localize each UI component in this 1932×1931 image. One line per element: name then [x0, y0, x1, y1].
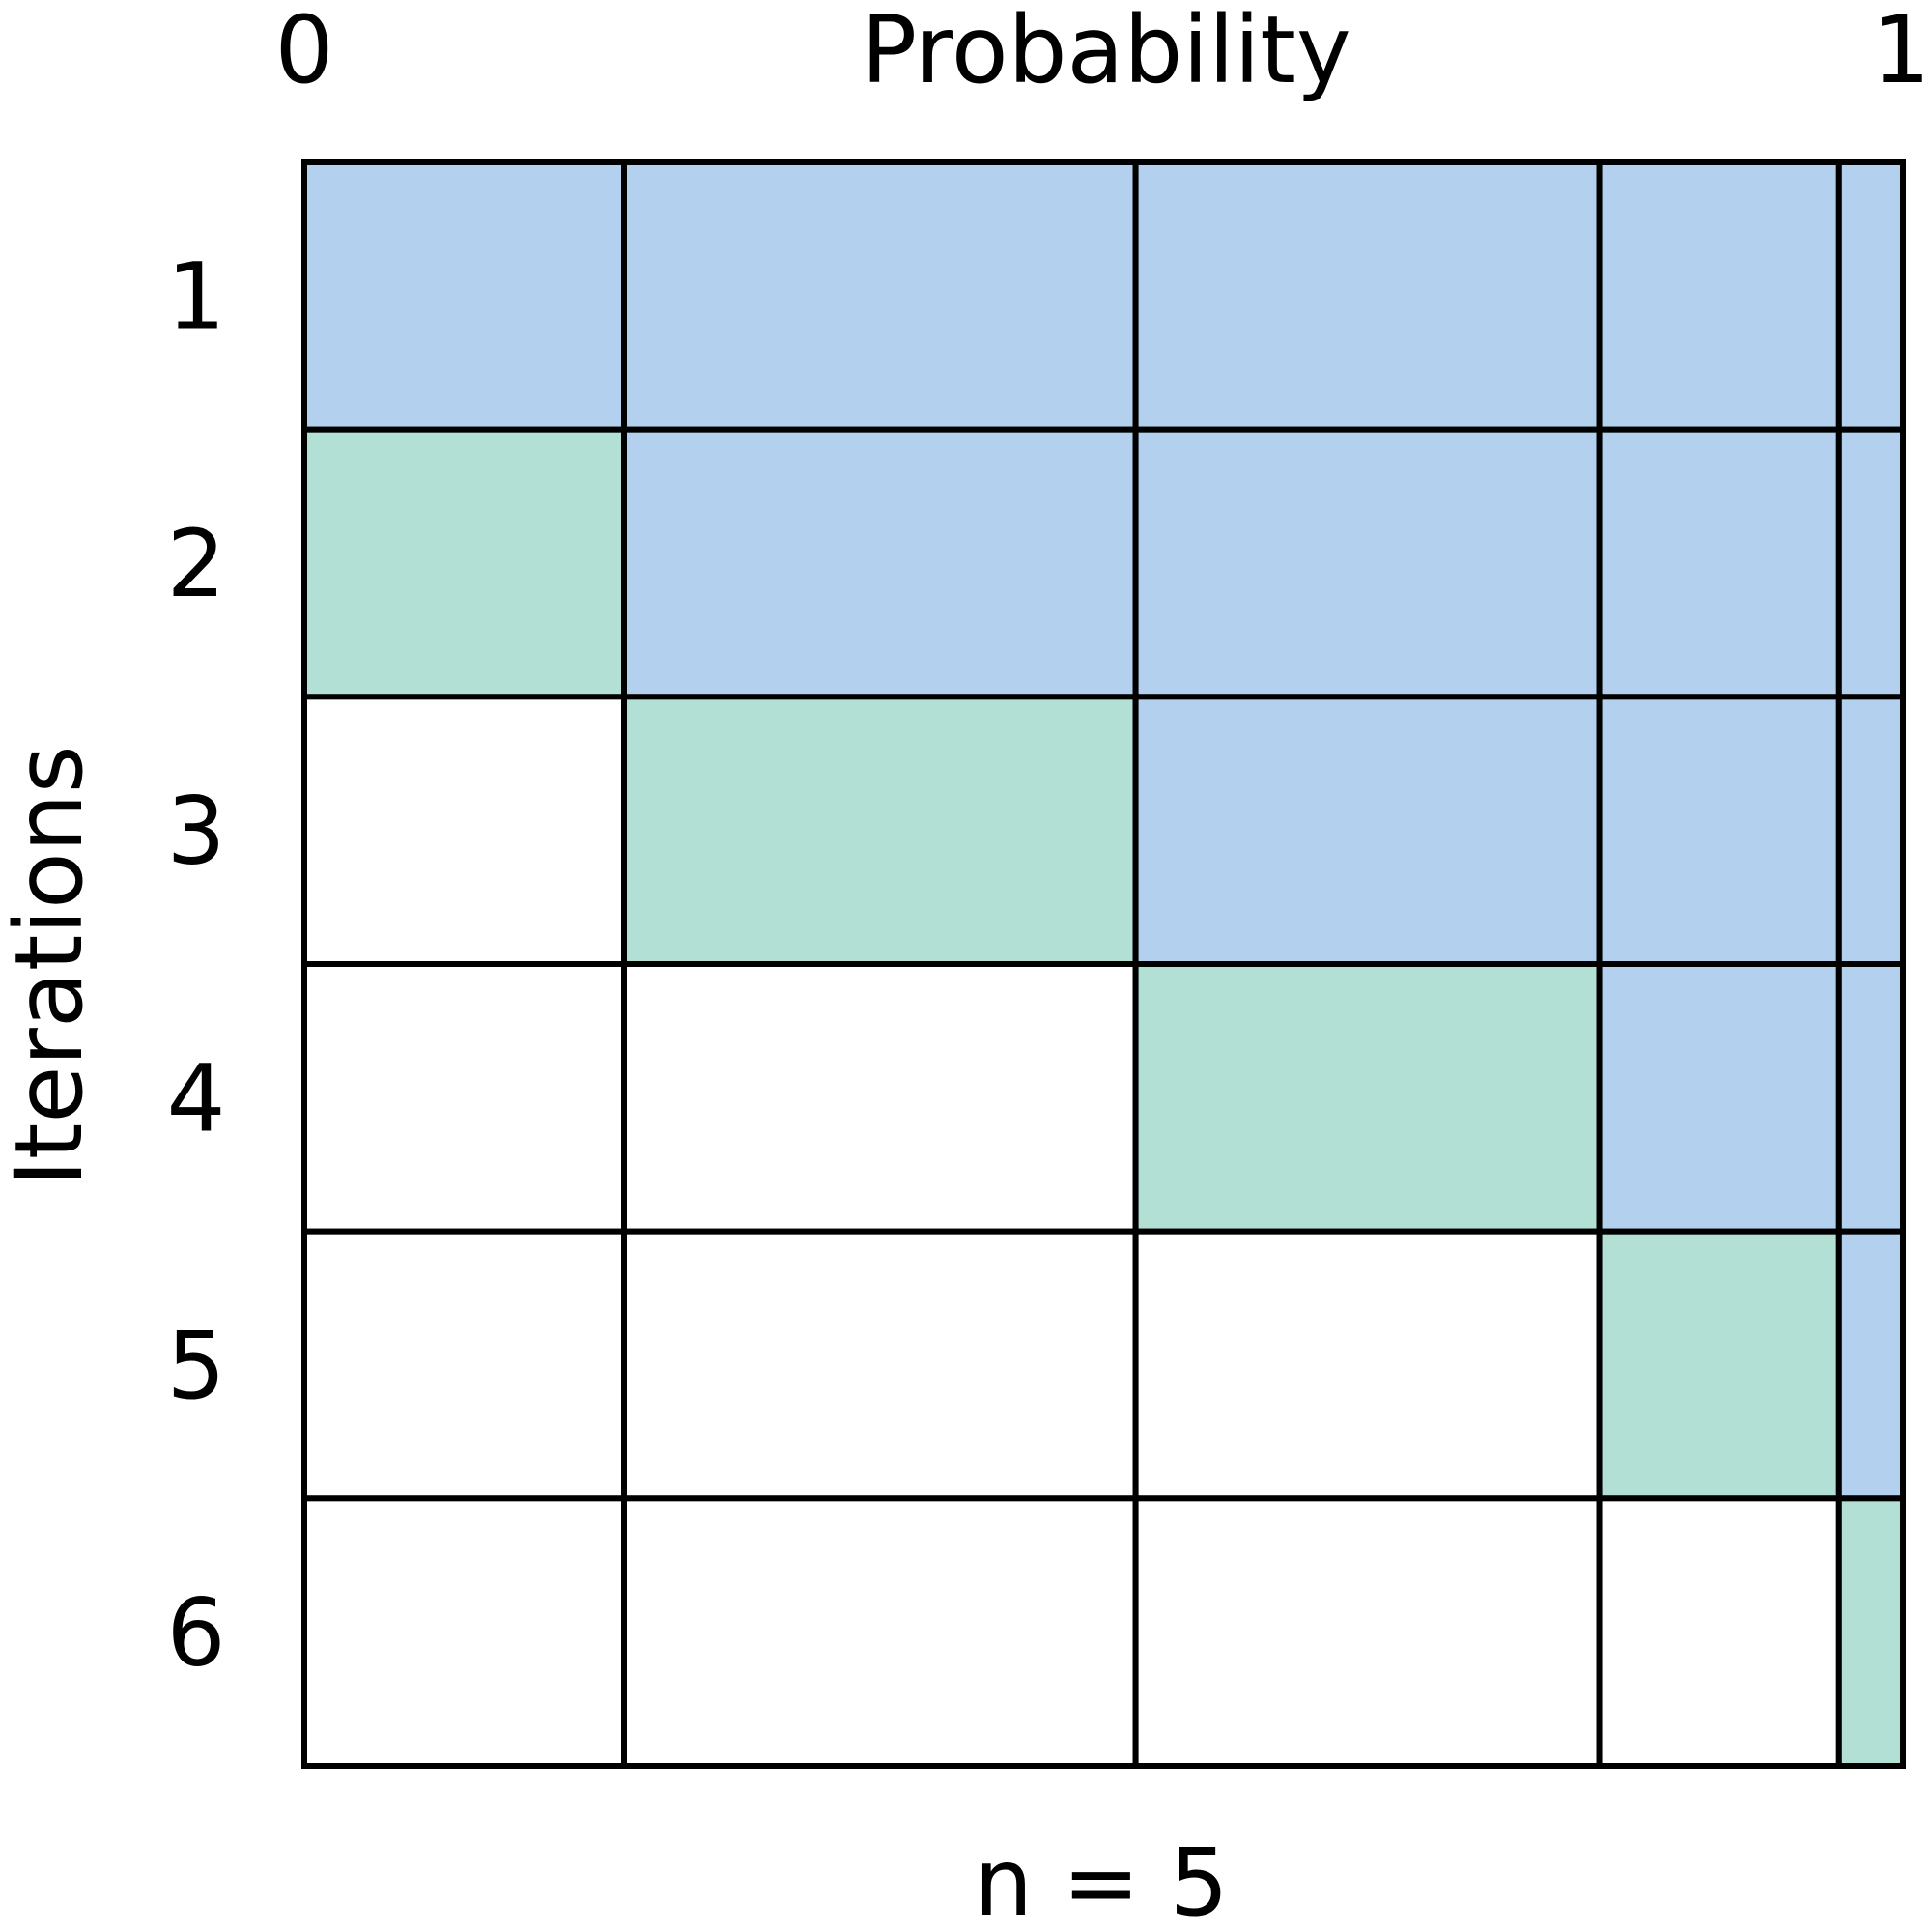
iteration-label-3: 3 — [166, 778, 225, 886]
iteration-row-labels: 1 2 3 4 5 6 — [166, 242, 225, 1687]
grid-cell-r6-c5-current — [1835, 1495, 1907, 1770]
iteration-label-1: 1 — [166, 242, 225, 351]
grid-cell-r4-c5-covered — [1835, 961, 1907, 1235]
iterations-axis-title: Iterations — [0, 745, 103, 1186]
grid-cell-r1-c4-covered — [1596, 159, 1842, 433]
grid-cell-r2-c3-covered — [1132, 426, 1603, 700]
probability-grid — [301, 159, 1907, 1770]
iteration-label-6: 6 — [166, 1579, 225, 1688]
grid-cell-r3-c1-empty — [301, 694, 627, 967]
probability-axis-title: Probability — [861, 0, 1350, 104]
grid-cell-r5-c2-empty — [621, 1228, 1139, 1502]
grid-cell-r2-c1-current — [301, 426, 627, 700]
iteration-label-2: 2 — [166, 510, 225, 618]
grid-cell-r4-c1-empty — [301, 961, 627, 1235]
grid-cell-r6-c4-empty — [1596, 1495, 1842, 1770]
grid-cell-r3-c5-covered — [1835, 694, 1907, 967]
grid-cell-r4-c4-covered — [1596, 961, 1842, 1235]
grid-cell-r1-c3-covered — [1132, 159, 1603, 433]
iteration-label-4: 4 — [166, 1044, 225, 1152]
grid-cell-r3-c4-covered — [1596, 694, 1842, 967]
iteration-label-5: 5 — [166, 1312, 225, 1420]
probability-axis-min-label: 0 — [274, 0, 333, 104]
grid-cell-r2-c5-covered — [1835, 426, 1907, 700]
grid-cell-r1-c1-covered — [301, 159, 627, 433]
grid-cell-r5-c3-empty — [1132, 1228, 1603, 1502]
grid-cell-r5-c4-current — [1596, 1228, 1842, 1502]
grid-cell-r1-c5-covered — [1835, 159, 1907, 433]
grid-cell-r5-c1-empty — [301, 1228, 627, 1502]
grid-cell-r4-c3-current — [1132, 961, 1603, 1235]
grid-cell-r2-c2-covered — [621, 426, 1139, 700]
grid-cell-r2-c4-covered — [1596, 426, 1842, 700]
grid-cell-r3-c2-current — [621, 694, 1139, 967]
grid-cell-r5-c5-covered — [1835, 1228, 1907, 1502]
grid-cell-r4-c2-empty — [621, 961, 1139, 1235]
grid-cell-r1-c2-covered — [621, 159, 1139, 433]
grid-cell-r6-c1-empty — [301, 1495, 627, 1770]
grid-cell-r6-c2-empty — [621, 1495, 1139, 1770]
grid-cell-r3-c3-covered — [1132, 694, 1603, 967]
n-value-label: n = 5 — [974, 1829, 1228, 1931]
probability-axis-max-label: 1 — [1871, 0, 1930, 104]
grid-cell-r6-c3-empty — [1132, 1495, 1603, 1770]
